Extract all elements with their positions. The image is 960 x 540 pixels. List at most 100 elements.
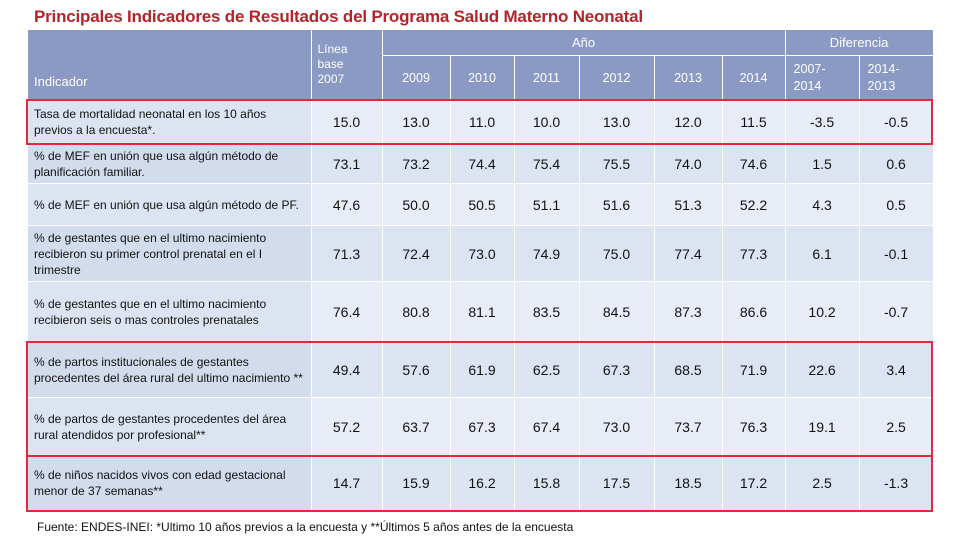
value-cell: 52.2 <box>722 183 786 226</box>
year-header: 2010 <box>450 55 515 100</box>
value-cell: 22.6 <box>785 341 860 398</box>
table-row: % de niños nacidos vivos con edad gestac… <box>28 455 934 511</box>
value-cell: 13.0 <box>382 99 451 144</box>
source-note: Fuente: ENDES-INEI: *Ultimo 10 años prev… <box>37 520 574 534</box>
value-cell: 49.4 <box>311 341 383 398</box>
indicator-header: Indicador <box>28 30 312 100</box>
table-row: % de MEF en unión que usa algún método d… <box>28 183 934 226</box>
value-cell: 83.5 <box>514 281 580 342</box>
value-cell: 15.9 <box>382 455 451 511</box>
indicator-label: % de MEF en unión que usa algún método d… <box>28 143 312 184</box>
year-header: 2013 <box>654 55 723 100</box>
value-cell: 76.4 <box>311 281 383 342</box>
value-cell: 84.5 <box>579 281 655 342</box>
year-header: 2009 <box>382 55 451 100</box>
value-cell: 63.7 <box>382 397 451 456</box>
table-row: % de gestantes que en el ultimo nacimien… <box>28 225 934 282</box>
value-cell: 74.6 <box>722 143 786 184</box>
value-cell: 75.0 <box>579 225 655 282</box>
year-group-header: Año <box>382 30 786 56</box>
value-cell: 19.1 <box>785 397 860 456</box>
value-cell: 14.7 <box>311 455 383 511</box>
table-row: % de partos de gestantes procedentes del… <box>28 397 934 456</box>
value-cell: -0.7 <box>859 281 934 342</box>
diff-header: 2007- 2014 <box>785 55 860 100</box>
value-cell: -0.1 <box>859 225 934 282</box>
baseline-header: Línea base 2007 <box>311 30 383 100</box>
year-header: 2012 <box>579 55 655 100</box>
value-cell: 71.9 <box>722 341 786 398</box>
value-cell: 15.0 <box>311 99 383 144</box>
diff-group-header: Diferencia <box>785 30 934 56</box>
value-cell: 16.2 <box>450 455 515 511</box>
value-cell: 73.1 <box>311 143 383 184</box>
value-cell: 73.0 <box>450 225 515 282</box>
indicator-label: % de niños nacidos vivos con edad gestac… <box>28 455 312 511</box>
indicators-table: Indicador Línea base 2007 Año Diferencia 2… <box>28 30 934 511</box>
value-cell: 73.0 <box>579 397 655 456</box>
indicator-label: % de partos de gestantes procedentes del… <box>28 397 312 456</box>
value-cell: 73.2 <box>382 143 451 184</box>
value-cell: 11.0 <box>450 99 515 144</box>
value-cell: 86.6 <box>722 281 786 342</box>
year-header: 2011 <box>514 55 580 100</box>
value-cell: 75.4 <box>514 143 580 184</box>
indicator-label: % de partos institucionales de gestantes… <box>28 341 312 398</box>
table-row: % de MEF en unión que usa algún método d… <box>28 143 934 184</box>
value-cell: 17.5 <box>579 455 655 511</box>
value-cell: 87.3 <box>654 281 723 342</box>
value-cell: 72.4 <box>382 225 451 282</box>
value-cell: 0.6 <box>859 143 934 184</box>
value-cell: 51.3 <box>654 183 723 226</box>
value-cell: 18.5 <box>654 455 723 511</box>
value-cell: 57.2 <box>311 397 383 456</box>
value-cell: 51.1 <box>514 183 580 226</box>
value-cell: 50.0 <box>382 183 451 226</box>
table-row: % de partos institucionales de gestantes… <box>28 341 934 398</box>
indicator-label: Tasa de mortalidad neonatal en los 10 añ… <box>28 99 312 144</box>
value-cell: 76.3 <box>722 397 786 456</box>
value-cell: 15.8 <box>514 455 580 511</box>
value-cell: 67.3 <box>450 397 515 456</box>
value-cell: 71.3 <box>311 225 383 282</box>
value-cell: 80.8 <box>382 281 451 342</box>
indicator-label: % de gestantes que en el ultimo nacimien… <box>28 225 312 282</box>
value-cell: 74.4 <box>450 143 515 184</box>
value-cell: 2.5 <box>859 397 934 456</box>
value-cell: 3.4 <box>859 341 934 398</box>
value-cell: 77.3 <box>722 225 786 282</box>
year-header: 2014 <box>722 55 786 100</box>
indicator-label: % de MEF en unión que usa algún método d… <box>28 183 312 226</box>
value-cell: 0.5 <box>859 183 934 226</box>
value-cell: -3.5 <box>785 99 860 144</box>
value-cell: 50.5 <box>450 183 515 226</box>
value-cell: 74.9 <box>514 225 580 282</box>
value-cell: 51.6 <box>579 183 655 226</box>
value-cell: 10.2 <box>785 281 860 342</box>
value-cell: 57.6 <box>382 341 451 398</box>
value-cell: 67.4 <box>514 397 580 456</box>
value-cell: 1.5 <box>785 143 860 184</box>
table-row: Tasa de mortalidad neonatal en los 10 añ… <box>28 99 934 144</box>
value-cell: 68.5 <box>654 341 723 398</box>
value-cell: 6.1 <box>785 225 860 282</box>
diff-header: 2014- 2013 <box>859 55 934 100</box>
value-cell: 11.5 <box>722 99 786 144</box>
indicator-label: % de gestantes que en el ultimo nacimien… <box>28 281 312 342</box>
value-cell: 73.7 <box>654 397 723 456</box>
value-cell: 12.0 <box>654 99 723 144</box>
value-cell: 74.0 <box>654 143 723 184</box>
value-cell: 4.3 <box>785 183 860 226</box>
value-cell: 61.9 <box>450 341 515 398</box>
value-cell: 10.0 <box>514 99 580 144</box>
value-cell: 81.1 <box>450 281 515 342</box>
value-cell: 62.5 <box>514 341 580 398</box>
value-cell: 47.6 <box>311 183 383 226</box>
value-cell: 67.3 <box>579 341 655 398</box>
value-cell: 2.5 <box>785 455 860 511</box>
value-cell: -0.5 <box>859 99 934 144</box>
value-cell: 17.2 <box>722 455 786 511</box>
value-cell: -1.3 <box>859 455 934 511</box>
page-title: Principales Indicadores de Resultados de… <box>34 7 643 26</box>
value-cell: 13.0 <box>579 99 655 144</box>
